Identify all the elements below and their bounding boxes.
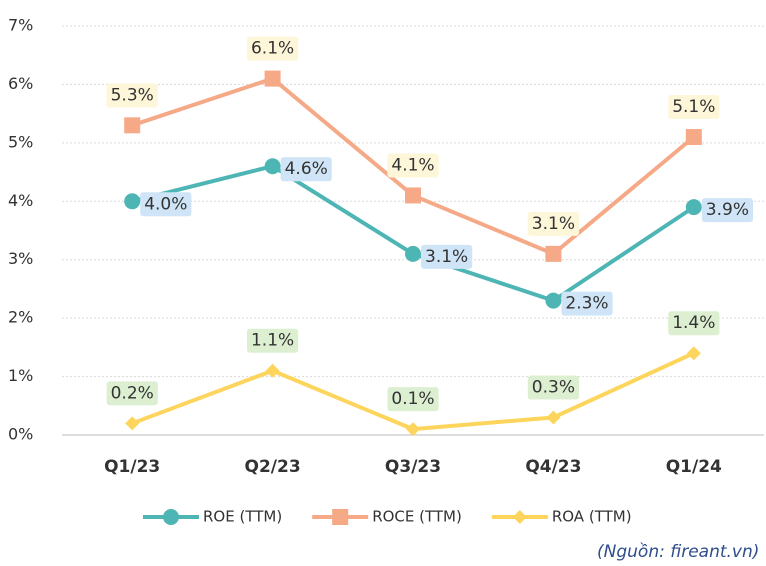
y-tick-label: 2%: [8, 308, 33, 327]
y-tick-label: 4%: [8, 191, 33, 210]
data-label-text: 3.9%: [706, 200, 749, 220]
y-tick-label: 3%: [8, 249, 33, 268]
data-label-box: [421, 244, 473, 269]
data-point: [405, 187, 421, 204]
source-note: (Nguồn: fireant.vn): [597, 541, 759, 562]
data-point: [545, 245, 562, 262]
data-label: 2.3%: [561, 291, 613, 316]
data-label-box: [527, 211, 580, 236]
data-label: 4.1%: [387, 153, 439, 178]
data-label: 3.9%: [701, 198, 754, 223]
y-tick-label: 0%: [8, 425, 33, 444]
data-point: [264, 158, 281, 175]
data-point: [546, 410, 561, 425]
data-point: [265, 363, 280, 378]
legend-label: ROE (TTM): [203, 508, 282, 526]
data-point: [264, 70, 281, 87]
data-label-box: [246, 328, 299, 353]
data-label: 4.6%: [280, 157, 332, 182]
data-label: 0.3%: [527, 375, 580, 400]
data-label-box: [280, 157, 332, 182]
data-label-text: 4.6%: [285, 159, 328, 179]
y-tick-label: 7%: [8, 16, 33, 35]
data-label-text: 5.1%: [672, 97, 715, 117]
data-point: [124, 193, 141, 210]
data-label-text: 1.4%: [672, 313, 715, 333]
data-label: 1.1%: [246, 328, 299, 353]
data-label-box: [140, 192, 192, 217]
data-label: 6.1%: [246, 36, 299, 61]
data-point: [686, 346, 701, 361]
x-tick-label: Q3/23: [385, 457, 441, 477]
data-label-box: [106, 83, 158, 108]
data-label: 3.1%: [421, 244, 473, 269]
data-label-box: [701, 198, 754, 223]
data-label: 5.3%: [106, 83, 158, 108]
data-point: [685, 199, 702, 216]
data-label-text: 3.1%: [425, 247, 468, 267]
legend-marker: [512, 510, 527, 524]
data-label: 1.4%: [668, 311, 720, 336]
data-label-box: [527, 375, 580, 400]
y-tick-label: 6%: [8, 74, 33, 93]
x-tick-label: Q2/23: [245, 457, 301, 477]
x-tick-label: Q4/23: [525, 457, 581, 477]
data-point: [406, 422, 420, 437]
legend-marker: [163, 509, 179, 525]
data-label: 5.1%: [668, 95, 720, 120]
data-label-text: 1.1%: [251, 331, 294, 351]
data-label-text: 0.2%: [111, 383, 154, 403]
data-point: [125, 416, 140, 431]
data-label-text: 3.1%: [532, 214, 575, 234]
data-point: [545, 292, 562, 309]
data-label-box: [106, 381, 158, 406]
data-label: 4.0%: [140, 192, 192, 217]
data-label: 0.2%: [106, 381, 158, 406]
data-point: [405, 245, 421, 262]
data-label-text: 2.3%: [565, 294, 608, 314]
data-point: [124, 117, 141, 134]
data-label-text: 0.3%: [532, 377, 575, 397]
data-label-box: [246, 36, 299, 61]
data-point: [685, 129, 702, 146]
x-tick-label: Q1/23: [104, 457, 160, 477]
series-line: [131, 164, 695, 303]
data-label-box: [668, 311, 720, 336]
data-label-text: 4.0%: [144, 194, 187, 214]
legend-label: ROA (TTM): [552, 508, 632, 526]
legend-marker: [332, 509, 349, 525]
data-label-box: [668, 95, 720, 120]
data-label: 0.1%: [387, 387, 439, 412]
data-label-text: 4.1%: [391, 155, 434, 175]
y-tick-label: 1%: [8, 366, 33, 385]
data-label-text: 0.1%: [391, 389, 434, 409]
x-tick-label: Q1/24: [666, 457, 722, 477]
data-label-box: [387, 387, 439, 412]
data-label: 3.1%: [527, 211, 580, 236]
data-label-text: 5.3%: [111, 85, 154, 105]
legend-label: ROCE (TTM): [372, 508, 462, 526]
data-label-box: [561, 291, 613, 316]
data-label-box: [387, 153, 439, 178]
y-tick-label: 5%: [8, 132, 33, 151]
data-label-text: 6.1%: [251, 39, 294, 59]
